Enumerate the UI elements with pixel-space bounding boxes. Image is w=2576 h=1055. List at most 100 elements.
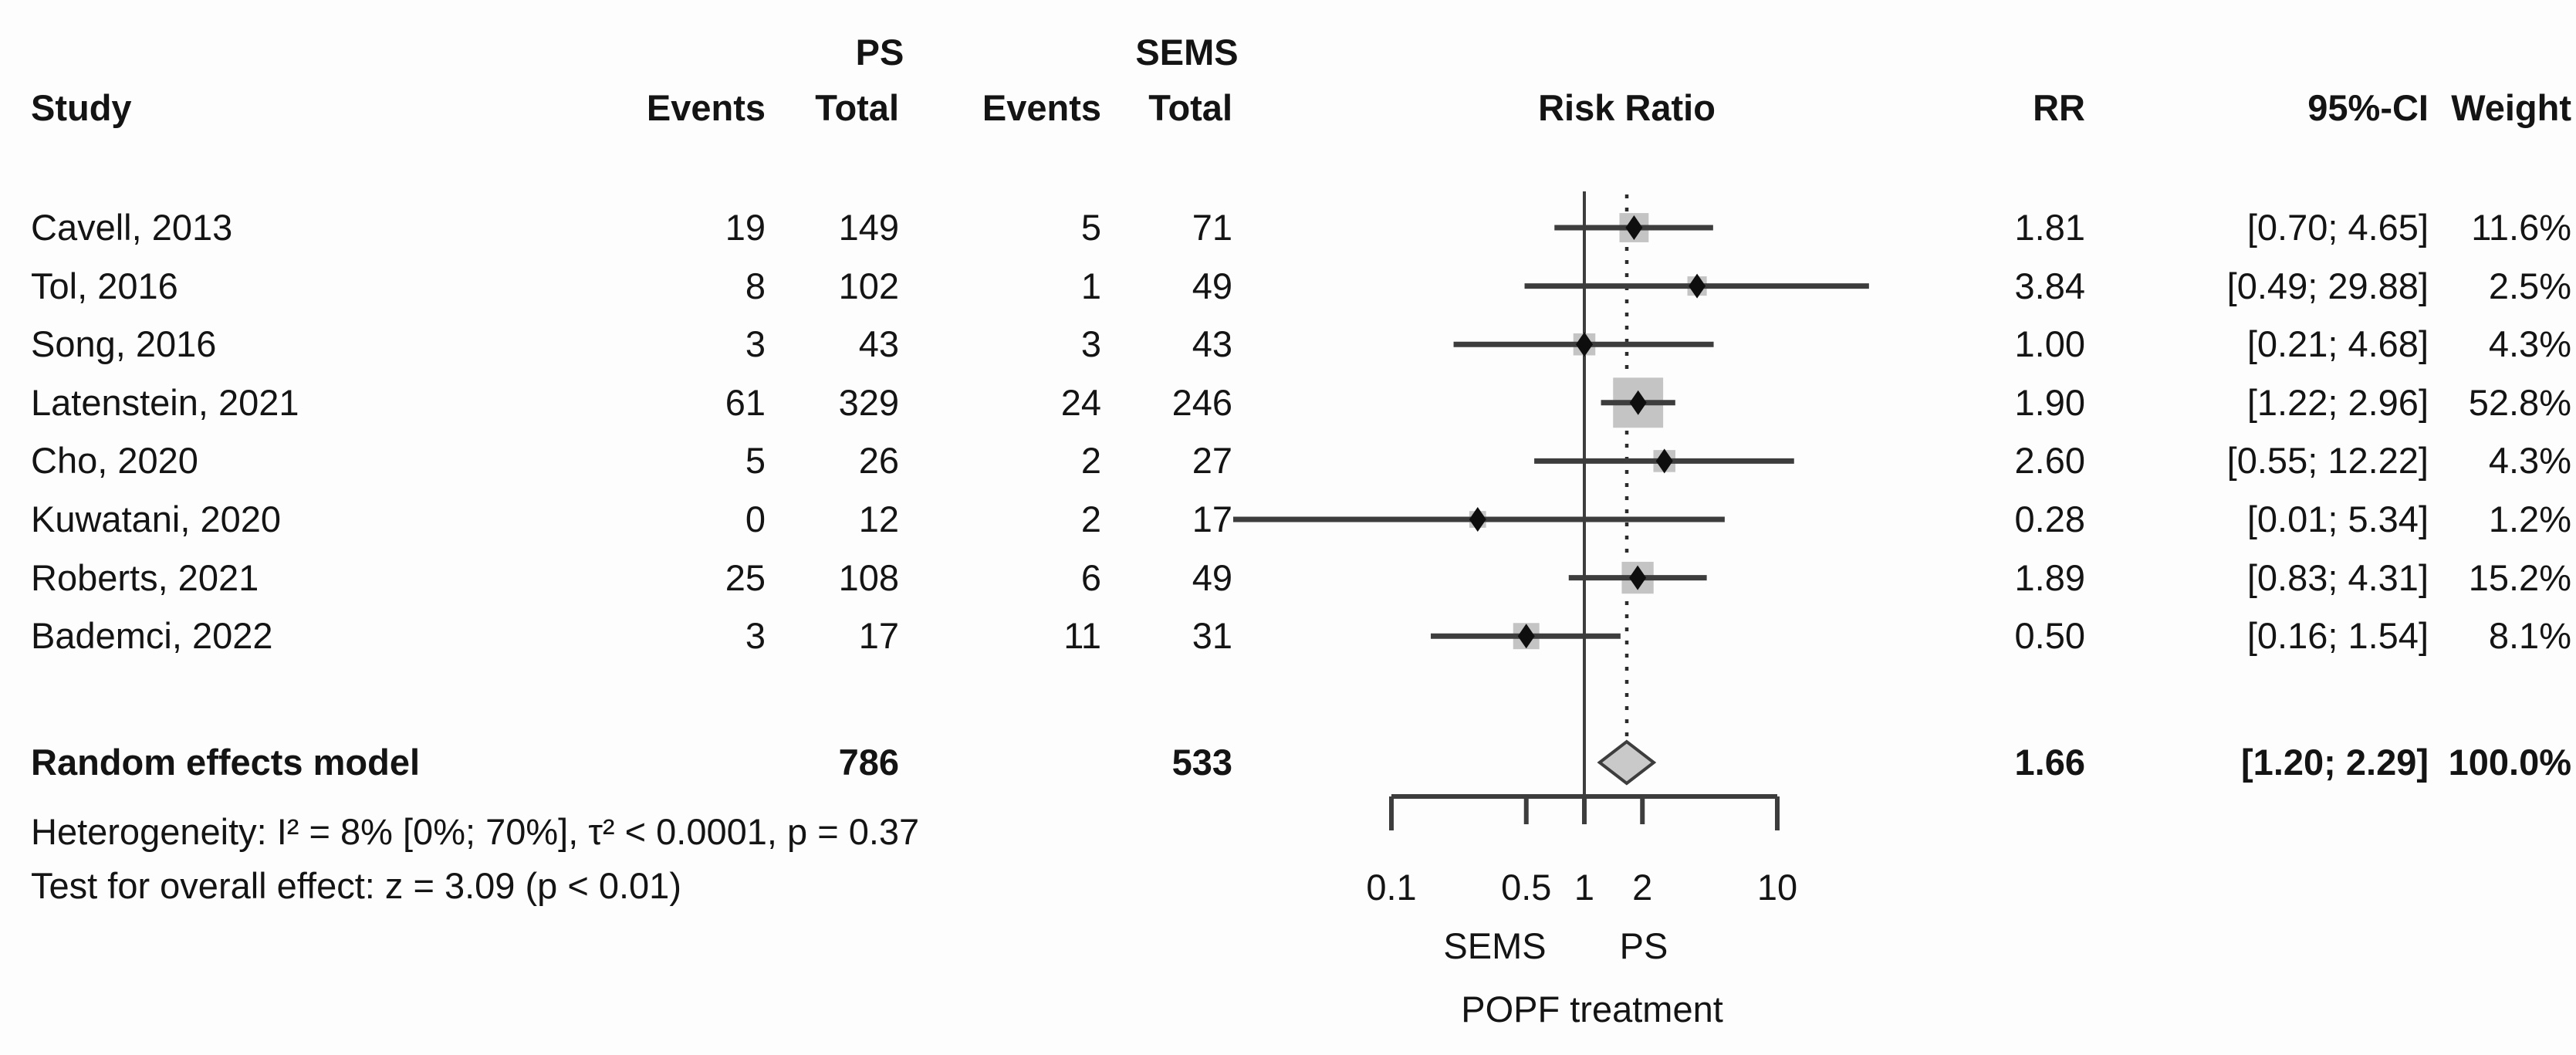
sems-events-cell: 3 [1080,323,1101,365]
weight-cell: 15.2% [2468,556,2571,598]
ps-events-cell: 19 [725,207,766,248]
study-name: Tol, 2016 [31,265,178,306]
ps-events-cell: 0 [745,499,766,539]
ci-cell: [0.70; 4.65] [2246,207,2429,248]
ps-events-cell: 25 [725,556,766,598]
ps-events-cell: 3 [745,323,766,365]
weight-column-header: Weight [2451,87,2571,128]
sems-events-cell: 5 [1080,207,1101,248]
sems-events-cell: 2 [1080,499,1101,539]
rr-cell: 1.90 [2014,381,2085,423]
summary-diamond [1597,739,1657,786]
sems-events-cell: 2 [1080,440,1101,482]
ci-cell: [0.21; 4.68] [2246,323,2429,365]
ci-cell: [1.22; 2.96] [2246,381,2429,423]
sems-events-cell: 24 [1060,381,1101,423]
weight-cell: 4.3% [2488,323,2571,365]
point-marker [1629,565,1647,590]
point-marker [1689,273,1706,299]
ps-total-cell: 12 [858,499,899,539]
study-name: Bademci, 2022 [31,615,273,657]
sems-total-cell: 31 [1192,615,1232,657]
summary-ci: [1.20; 2.29] [2241,742,2429,783]
weight-cell: 4.3% [2488,440,2571,482]
sems-events-cell: 1 [1080,265,1101,306]
axis-caption: POPF treatment [1461,989,1723,1030]
point-marker [1469,507,1486,532]
overall-effect-footnote: Test for overall effect: z = 3.09 (p < 0… [31,865,681,906]
study-name: Kuwatani, 2020 [31,499,282,539]
axis-tick-label: 0.1 [1366,867,1417,908]
sems-total-cell: 49 [1192,265,1232,306]
summary-sems-total: 533 [1171,742,1232,783]
rr-cell: 1.81 [2014,207,2085,248]
ci-cell: [0.49; 29.88] [2226,265,2429,306]
ps-total-cell: 329 [838,381,899,423]
summary-rr: 1.66 [2014,742,2085,783]
summary-ps-total: 786 [838,742,899,783]
ps-events-cell: 3 [745,615,766,657]
weight-cell: 1.2% [2488,499,2571,539]
sems-total-cell: 49 [1192,556,1232,598]
ps-events-column-header: Events [646,87,766,128]
weight-cell: 8.1% [2488,615,2571,657]
ps-events-cell: 8 [745,265,766,306]
risk-ratio-column-header: Risk Ratio [1538,87,1716,128]
ci-column-header: 95%-CI [2307,87,2429,128]
axis-tick-label: 10 [1756,867,1798,908]
ps-total-cell: 43 [858,323,899,365]
ps-group-header: PS [855,32,904,73]
ci-cell: [0.01; 5.34] [2246,499,2429,539]
axis-tick-label: 0.5 [1501,867,1552,908]
sems-events-cell: 11 [1063,615,1101,657]
weight-cell: 11.6% [2471,207,2571,248]
ci-cell: [0.83; 4.31] [2246,556,2429,598]
weight-cell: 52.8% [2468,381,2571,423]
sems-events-cell: 6 [1080,556,1101,598]
ps-total-cell: 108 [838,556,899,598]
axis-tick-label: 2 [1632,867,1653,908]
study-name: Song, 2016 [31,323,217,365]
study-name: Cho, 2020 [31,440,198,482]
rr-cell: 0.50 [2014,615,2085,657]
sems-total-cell: 43 [1192,323,1232,365]
sems-group-header: SEMS [1135,32,1239,73]
weight-cell: 2.5% [2488,265,2571,306]
ps-total-cell: 17 [858,615,899,657]
point-marker [1655,448,1673,474]
rr-cell: 3.84 [2014,265,2085,306]
rr-cell: 0.28 [2014,499,2085,539]
sems-total-column-header: Total [1148,87,1232,128]
summary-weight: 100.0% [2448,742,2571,783]
study-name: Latenstein, 2021 [31,381,299,423]
axis-tick-label: 1 [1574,867,1595,908]
ps-total-cell: 149 [838,207,899,248]
ps-events-cell: 5 [745,440,766,482]
summary-label: Random effects model [31,742,421,783]
point-marker [1625,215,1643,240]
sems-total-cell: 17 [1192,499,1232,539]
axis-right-side-label: PS [1619,925,1668,966]
sems-total-cell: 246 [1171,381,1232,423]
rr-column-header: RR [2033,87,2085,128]
heterogeneity-footnote: Heterogeneity: I² = 8% [0%; 70%], τ² < 0… [31,811,920,852]
sems-total-cell: 27 [1192,440,1232,482]
ps-total-column-header: Total [815,87,899,128]
study-name: Roberts, 2021 [31,556,259,598]
point-marker [1517,624,1535,649]
point-marker [1576,332,1593,357]
study-column-header: Study [31,87,132,128]
ci-cell: [0.55; 12.22] [2226,440,2429,482]
rr-cell: 1.00 [2014,323,2085,365]
sems-total-cell: 71 [1192,207,1232,248]
ps-events-cell: 61 [725,381,766,423]
point-marker [1629,390,1647,415]
rr-cell: 1.89 [2014,556,2085,598]
ps-total-cell: 26 [858,440,899,482]
ci-cell: [0.16; 1.54] [2246,615,2429,657]
sems-events-column-header: Events [982,87,1101,128]
study-name: Cavell, 2013 [31,207,233,248]
ps-total-cell: 102 [838,265,899,306]
